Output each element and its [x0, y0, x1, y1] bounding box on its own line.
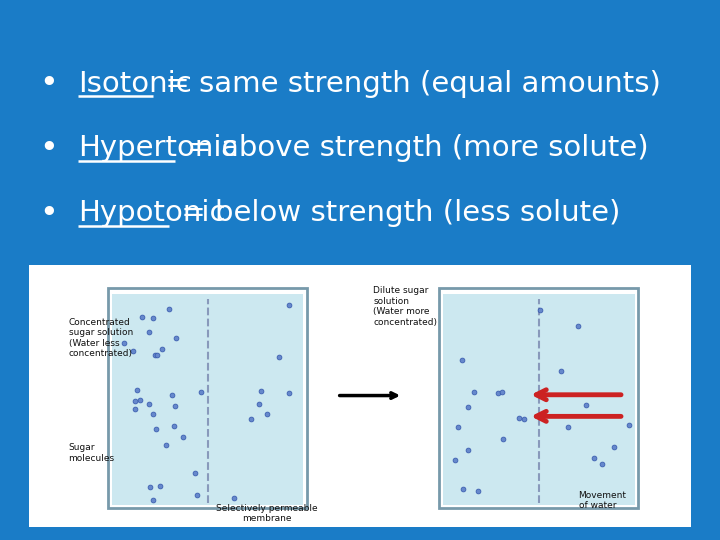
Text: Concentrated
sugar solution
(Water less
concentrated): Concentrated sugar solution (Water less …: [68, 318, 132, 358]
Text: Hypotonic: Hypotonic: [78, 199, 225, 227]
Text: Isotonic: Isotonic: [78, 70, 192, 98]
Text: Dilute sugar
solution
(Water more
concentrated): Dilute sugar solution (Water more concen…: [373, 286, 437, 327]
FancyBboxPatch shape: [29, 265, 691, 526]
Text: = below strength (less solute): = below strength (less solute): [172, 199, 621, 227]
Text: •: •: [40, 68, 58, 99]
FancyBboxPatch shape: [443, 294, 634, 505]
Text: •: •: [40, 198, 58, 229]
Text: = above strength (more solute): = above strength (more solute): [178, 134, 649, 163]
Text: Hypertonic: Hypertonic: [78, 134, 238, 163]
Text: Selectively permeable
membrane: Selectively permeable membrane: [217, 504, 318, 523]
Text: = same strength (equal amounts): = same strength (equal amounts): [156, 70, 661, 98]
Text: •: •: [40, 133, 58, 164]
Text: Movement
of water: Movement of water: [579, 491, 626, 510]
FancyBboxPatch shape: [112, 294, 303, 505]
Text: Sugar
molecules: Sugar molecules: [68, 443, 114, 463]
